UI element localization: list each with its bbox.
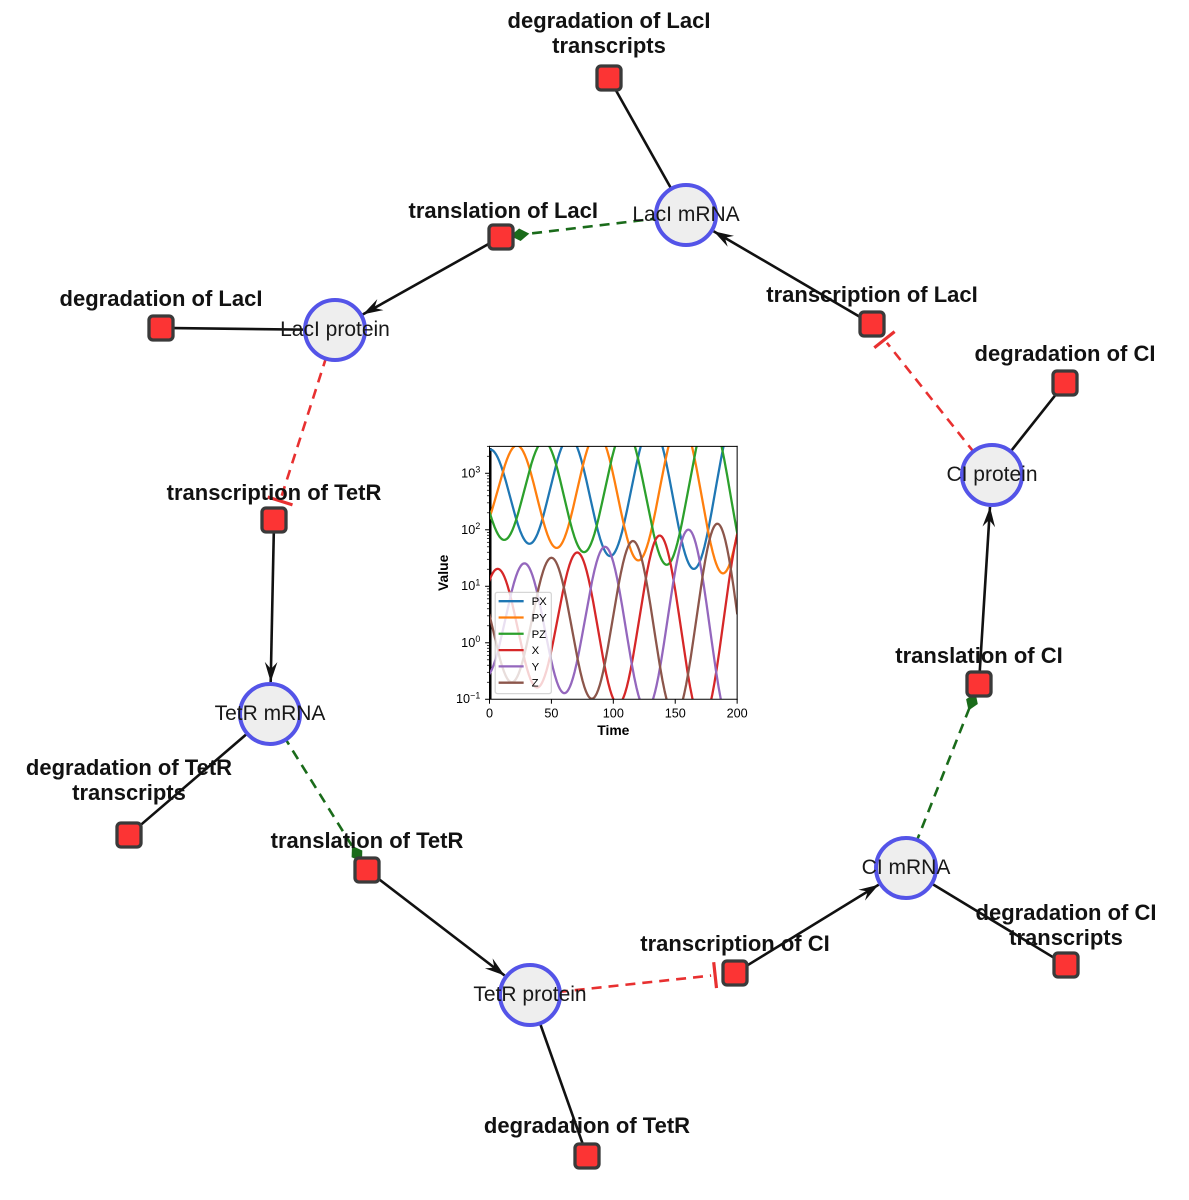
svg-text:PX: PX	[532, 596, 548, 608]
svg-text:X: X	[532, 645, 540, 657]
svg-text:Time: Time	[597, 722, 629, 738]
svg-text:150: 150	[665, 706, 686, 720]
svg-text:100: 100	[603, 706, 624, 720]
svg-text:Value: Value	[435, 554, 451, 591]
svg-text:0: 0	[486, 706, 493, 720]
svg-text:50: 50	[544, 706, 558, 720]
svg-text:Z: Z	[532, 678, 539, 690]
svg-text:PZ: PZ	[532, 629, 547, 641]
svg-text:200: 200	[727, 706, 748, 720]
svg-text:PY: PY	[532, 612, 548, 624]
svg-text:Y: Y	[532, 661, 540, 673]
